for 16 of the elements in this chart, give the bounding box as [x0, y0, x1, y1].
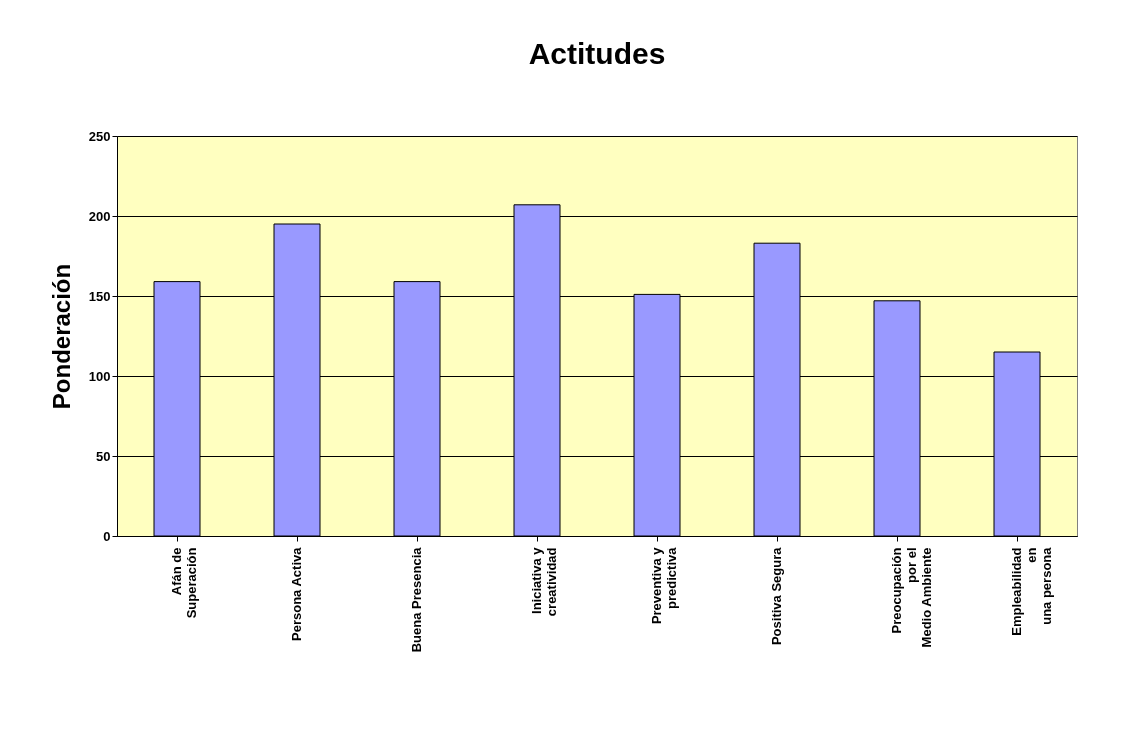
x-tick-label: Iniciativa y creatividad — [529, 546, 559, 617]
y-tick-label: 250 — [88, 128, 111, 144]
x-tick-label: Preocupación por el Medio Ambiente — [889, 547, 934, 648]
x-tick-label: Positiva Segura — [769, 546, 784, 646]
x-tick-label: Afán de Superación — [169, 547, 199, 619]
chart-title: Actitudes — [528, 37, 666, 70]
x-tick-label: Buena Presencia — [409, 546, 424, 653]
x-tick-label: Empleabilidad en una persona — [1009, 546, 1054, 636]
x-tick-label: Persona Activa — [289, 546, 304, 641]
y-tick-label: 150 — [88, 288, 111, 304]
y-tick-label: 100 — [88, 368, 111, 384]
y-tick-label: 50 — [96, 448, 111, 464]
y-axis-title: Ponderación — [47, 263, 75, 410]
y-tick-label: 200 — [88, 208, 111, 224]
y-tick-label: 0 — [103, 528, 111, 544]
x-tick-label: Preventiva y predictiva — [649, 546, 679, 625]
